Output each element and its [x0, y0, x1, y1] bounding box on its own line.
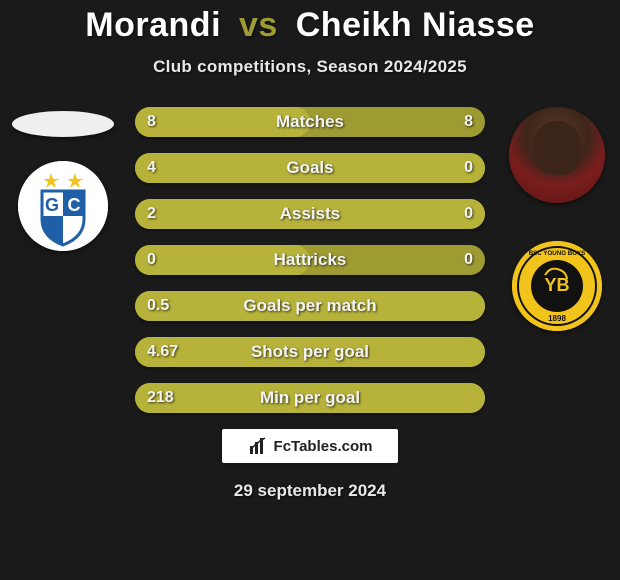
player2-club-badge: YB 1898 BSC YOUNG BOYS	[512, 241, 602, 331]
stat-row: 0.5Goals per match	[135, 291, 485, 321]
stat-bar-fill	[135, 245, 310, 275]
comparison-infographic: Morandi vs Cheikh Niasse Club competitio…	[0, 0, 620, 580]
chart-icon	[248, 436, 268, 456]
stat-row: 4.67Shots per goal	[135, 337, 485, 367]
subtitle: Club competitions, Season 2024/2025	[0, 57, 620, 77]
stat-row: 00Hattricks	[135, 245, 485, 275]
player2-photo	[509, 107, 605, 203]
left-column: G C	[8, 107, 118, 251]
right-column: YB 1898 BSC YOUNG BOYS	[502, 107, 612, 331]
page-title: Morandi vs Cheikh Niasse	[0, 6, 620, 45]
content-area: G C YB 1898 BSC YOUNG BOYS 88	[0, 107, 620, 413]
title-player2: Cheikh Niasse	[296, 6, 535, 44]
svg-text:G: G	[45, 195, 59, 215]
stat-bar-fill	[135, 337, 485, 367]
stat-row: 40Goals	[135, 153, 485, 183]
stat-row: 218Min per goal	[135, 383, 485, 413]
brand-text: FcTables.com	[274, 438, 373, 455]
stat-bar-fill	[135, 107, 310, 137]
stat-row: 20Assists	[135, 199, 485, 229]
brand-badge: FcTables.com	[222, 429, 398, 463]
player1-photo-placeholder	[12, 111, 114, 137]
title-vs: vs	[239, 6, 278, 44]
stat-row: 88Matches	[135, 107, 485, 137]
stat-bar-fill	[135, 291, 485, 321]
club-year: 1898	[548, 314, 566, 323]
stat-bar-fill	[135, 199, 485, 229]
svg-text:BSC YOUNG BOYS: BSC YOUNG BOYS	[529, 250, 586, 257]
svg-text:C: C	[68, 195, 81, 215]
stat-bars: 88Matches 40Goals 20Assists 00Hattricks 0.5G…	[135, 107, 485, 413]
stat-bar-fill	[135, 153, 485, 183]
player1-club-badge: G C	[18, 161, 108, 251]
footer-date: 29 september 2024	[0, 481, 620, 501]
stat-bar-fill	[135, 383, 485, 413]
title-player1: Morandi	[85, 6, 221, 44]
svg-text:YB: YB	[544, 275, 569, 295]
